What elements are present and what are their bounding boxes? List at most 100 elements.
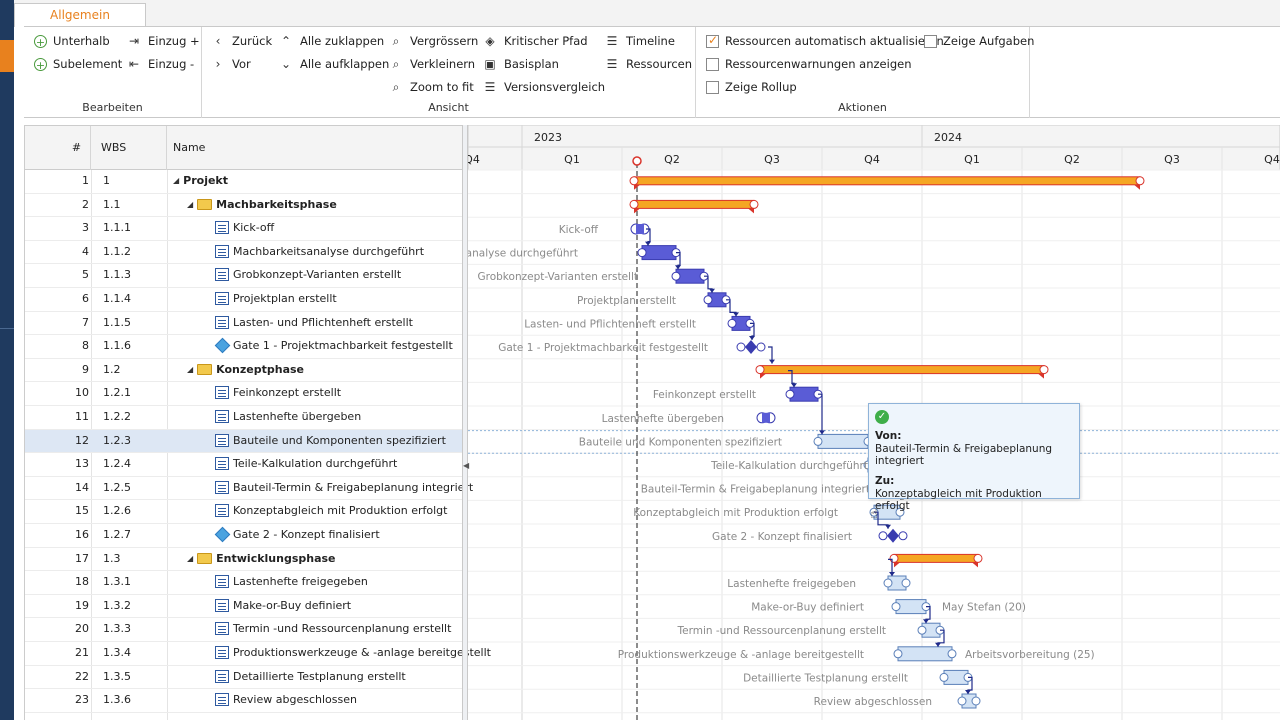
summary-end-handle[interactable] (973, 553, 983, 563)
task-bar[interactable] (641, 245, 677, 261)
summary-bar[interactable] (893, 553, 979, 563)
row-name-text: Projektplan erstellt (233, 292, 337, 305)
table-row[interactable]: 23 1.3.6 Review abgeschlossen (25, 689, 465, 713)
versionsvergleich-button[interactable]: ☰ Versionsvergleich (482, 77, 605, 97)
table-row[interactable]: 6 1.1.4 Projektplan erstellt (25, 288, 465, 312)
zurueck-button[interactable]: ‹ Zurück (210, 31, 273, 51)
task-start-handle[interactable] (891, 602, 901, 612)
task-end-handle[interactable] (971, 696, 981, 706)
task-icon (215, 268, 229, 282)
task-start-handle[interactable] (671, 271, 681, 281)
tab-allgemein[interactable]: Allgemein (14, 3, 146, 27)
basisplan-button[interactable]: ▣ Basisplan (482, 54, 559, 74)
summary-end-handle[interactable] (1135, 176, 1145, 186)
table-row[interactable]: 21 1.3.4 Produktionswerkzeuge & -anlage be… (25, 642, 491, 666)
collapse-toggle-icon[interactable]: ◢ (187, 553, 194, 563)
summary-start-handle[interactable] (629, 199, 639, 209)
dependency-link[interactable] (818, 393, 823, 435)
task-bar[interactable] (897, 646, 953, 662)
task-start-handle[interactable] (917, 625, 927, 635)
verkleinern-button[interactable]: ⌕ Verkleinern (388, 54, 475, 74)
table-row[interactable]: 22 1.3.5 Detaillierte Testplanung erstellt (25, 666, 465, 690)
milestone-diamond[interactable] (745, 340, 757, 354)
summary-start-handle[interactable] (629, 176, 639, 186)
task-bar[interactable] (817, 433, 869, 449)
table-row[interactable]: 11 1.2.2 Lastenhefte übergeben (25, 406, 465, 430)
task-end-handle[interactable] (901, 578, 911, 588)
collapse-toggle-icon[interactable]: ◢ (173, 176, 180, 185)
summary-start-handle[interactable] (755, 365, 765, 375)
table-row[interactable]: 7 1.1.5 Lasten- und Pflichtenheft erstellt (25, 312, 465, 336)
table-row[interactable]: 15 1.2.6 Konzeptabgleich mit Produktion er… (25, 500, 465, 524)
zoom-to-fit-button[interactable]: ⌕ Zoom to fit (388, 77, 474, 97)
task-end-handle[interactable] (895, 507, 905, 517)
bar-label: Grobkonzept-Varianten erstellt (478, 271, 639, 283)
collapse-toggle-icon[interactable]: ◢ (187, 364, 194, 374)
task-start-handle[interactable] (939, 672, 949, 682)
milestone-handle[interactable] (898, 531, 908, 541)
vergroessern-button[interactable]: ⌕ Vergrössern (388, 31, 479, 51)
ressourcen-button[interactable]: ☰ Ressourcen (604, 54, 692, 74)
task-start-handle[interactable] (883, 578, 893, 588)
zeige-aufgaben-checkbox[interactable]: Zeige Aufgaben (924, 31, 1034, 51)
col-header-name[interactable]: Name (173, 141, 206, 154)
unterhalb-button[interactable]: + Unterhalb (34, 34, 110, 49)
table-row[interactable]: 9 1.2 ◢ Konzeptphase (25, 359, 465, 383)
einzug-minus-button[interactable]: ⇤ Einzug - (126, 54, 194, 74)
table-row[interactable]: 12 1.2.3 Bauteile und Komponenten spezifiz… (25, 429, 465, 454)
summary-bar[interactable] (633, 199, 755, 209)
collapse-left-icon[interactable]: ◀ (463, 461, 470, 470)
vor-button[interactable]: › Vor (210, 54, 251, 74)
row-name: Machbarkeitsanalyse durchgeführt (215, 244, 424, 258)
ressourcenwarnungen-checkbox[interactable]: Ressourcenwarnungen anzeigen (706, 54, 912, 74)
task-bar[interactable] (762, 412, 770, 423)
table-row[interactable]: 20 1.3.3 Termin -und Ressourcenplanung ers… (25, 618, 465, 642)
milestone-handle[interactable] (878, 531, 888, 541)
group-ansicht: ‹ Zurück › Vor ⌃ Alle zuklappen ⌄ Alle aufkl… (202, 27, 696, 118)
table-row[interactable]: 18 1.3.1 Lastenhefte freigegeben (25, 571, 465, 595)
zeige-rollup-checkbox[interactable]: Zeige Rollup (706, 77, 797, 97)
task-start-handle[interactable] (637, 248, 647, 258)
alle-aufklappen-button[interactable]: ⌄ Alle aufklappen (278, 54, 389, 74)
collapse-toggle-icon[interactable]: ◢ (187, 199, 194, 209)
subelement-button[interactable]: + Subelement (34, 57, 123, 72)
milestone-handle[interactable] (756, 342, 766, 352)
timeline-button[interactable]: ☰ Timeline (604, 31, 675, 51)
summary-bar[interactable] (759, 365, 1045, 375)
task-start-handle[interactable] (957, 696, 967, 706)
table-row[interactable]: 4 1.1.2 Machbarkeitsanalyse durchgeführt (25, 241, 465, 265)
task-start-handle[interactable] (893, 649, 903, 659)
task-end-handle[interactable] (947, 649, 957, 659)
table-row[interactable]: 3 1.1.1 Kick-off (25, 217, 465, 241)
task-start-handle[interactable] (727, 318, 737, 328)
table-row[interactable]: 19 1.3.2 Make-or-Buy definiert (25, 595, 465, 619)
sidebar-active-marker[interactable] (0, 40, 14, 72)
summary-bar[interactable] (633, 176, 1141, 186)
table-row[interactable]: 1 1 ◢ Projekt (25, 170, 465, 194)
einzug-plus-button[interactable]: ⇥ Einzug + (126, 31, 200, 51)
table-row[interactable]: 14 1.2.5 Bauteil-Termin & Freigabeplanung … (25, 477, 473, 501)
table-row[interactable]: 13 1.2.4 Teile-Kalkulation durchgeführt (25, 453, 465, 477)
table-row[interactable]: 10 1.2.1 Feinkonzept erstellt (25, 382, 465, 406)
task-start-handle[interactable] (785, 389, 795, 399)
kritischer-pfad-button[interactable]: ◈ Kritischer Pfad (482, 31, 587, 51)
summary-end-handle[interactable] (749, 199, 759, 209)
milestone-handle[interactable] (736, 342, 746, 352)
ressourcen-auto-checkbox[interactable]: Ressourcen automatisch aktualisieren (706, 31, 944, 51)
table-row[interactable]: 17 1.3 ◢ Entwicklungsphase (25, 548, 465, 572)
pane-splitter[interactable]: ◀ (462, 125, 470, 720)
alle-zuklappen-button[interactable]: ⌃ Alle zuklappen (278, 31, 384, 51)
milestone-diamond[interactable] (887, 528, 899, 543)
table-row[interactable]: 16 1.2.7 Gate 2 - Konzept finalisiert (25, 524, 465, 548)
col-header-wbs[interactable]: WBS (91, 126, 167, 170)
table-row[interactable]: 5 1.1.3 Grobkonzept-Varianten erstellt (25, 264, 465, 288)
table-row[interactable]: 2 1.1 ◢ Machbarkeitsphase (25, 194, 465, 218)
task-bar[interactable] (636, 224, 644, 234)
task-start-handle[interactable] (813, 436, 823, 446)
task-start-handle[interactable] (703, 295, 713, 305)
task-icon (215, 646, 229, 659)
col-header-num[interactable]: # (25, 126, 91, 170)
summary-start-handle[interactable] (889, 553, 899, 563)
summary-end-handle[interactable] (1039, 365, 1049, 375)
table-row[interactable]: 8 1.1.6 Gate 1 - Projektmachbarkeit festge… (25, 335, 465, 359)
